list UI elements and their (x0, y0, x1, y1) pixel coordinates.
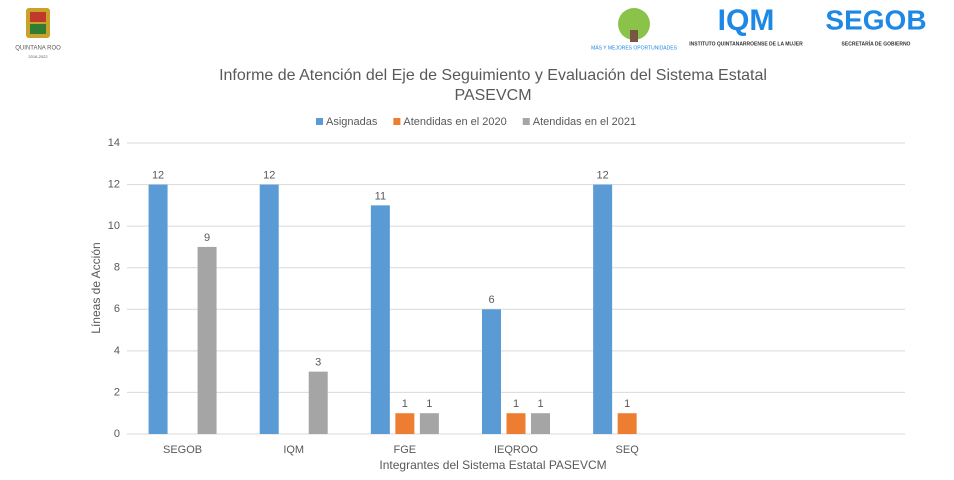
title-line: Informe de Atención del Eje de Seguimien… (219, 67, 767, 84)
slogan: MÁS Y MEJORES OPORTUNIDADES (591, 44, 678, 51)
bar (370, 205, 390, 434)
data-label: 6 (488, 294, 494, 306)
y-tick-label: 8 (114, 262, 120, 274)
data-label: 1 (402, 398, 408, 410)
legend-swatch (522, 118, 530, 125)
shield-top (30, 12, 46, 22)
chart-title: Informe de Atención del Eje de Seguimien… (219, 67, 767, 104)
x-axis-label: Integrantes del Sistema Estatal PASEVCM (379, 458, 606, 472)
bar (506, 413, 526, 434)
bar (482, 309, 501, 434)
x-tick-label: SEQ (616, 444, 640, 456)
legend-label: Asignadas (326, 116, 378, 128)
x-tick-label: FGE (394, 444, 417, 456)
data-label: 12 (152, 169, 164, 181)
tree-trunk (630, 30, 638, 42)
segob-name: SECRETARÍA DE GOBIERNO (842, 39, 911, 47)
legend-swatch (316, 118, 323, 125)
bar (617, 413, 637, 434)
iqm-logo: IQM (718, 4, 775, 37)
tree-logo (618, 8, 650, 40)
segob-logo: SEGOB (825, 4, 926, 35)
iqm-name: INSTITUTO QUINTANARROENSE DE LA MUJER (689, 41, 803, 47)
data-label: 9 (204, 232, 210, 244)
y-tick-label: 6 (114, 303, 120, 315)
bar (259, 184, 279, 434)
bar (419, 413, 439, 434)
logo-years: 2016-2022 (28, 54, 48, 59)
y-tick-label: 14 (108, 137, 120, 149)
left-logo: QUINTANA ROO 2016-2022 (15, 8, 61, 59)
data-label: 1 (426, 398, 432, 410)
data-label: 12 (597, 169, 609, 181)
data-label: 11 (375, 190, 386, 202)
x-tick-label: SEGOB (163, 444, 202, 456)
data-label: 1 (537, 398, 543, 410)
bar (308, 371, 328, 434)
bar (531, 413, 550, 434)
y-tick-label: 2 (114, 386, 120, 398)
legend-label: Atendidas en el 2021 (533, 116, 636, 128)
legend-swatch (393, 118, 401, 125)
bar (593, 184, 613, 434)
shield-bottom (30, 24, 46, 34)
y-axis-label: Líneas de Acción (89, 242, 103, 333)
data-label: 3 (315, 357, 321, 369)
x-tick-label: IEQROO (494, 444, 538, 456)
data-label: 1 (513, 398, 519, 410)
data-label: 12 (263, 169, 275, 181)
x-tick-label: IQM (283, 444, 304, 456)
bar (395, 413, 415, 434)
y-tick-label: 12 (108, 178, 120, 190)
logo-text: QUINTANA ROO (15, 46, 61, 52)
data-label: 1 (624, 398, 630, 410)
y-tick-label: 4 (114, 345, 120, 357)
legend-label: Atendidas en el 2020 (403, 116, 506, 128)
bar (197, 246, 217, 434)
bar (148, 184, 168, 434)
y-tick-label: 10 (108, 220, 120, 232)
title-line: PASEVCM (454, 87, 531, 104)
y-tick-label: 0 (114, 428, 120, 440)
right-logos: MÁS Y MEJORES OPORTUNIDADES IQM INSTITUT… (591, 4, 927, 51)
